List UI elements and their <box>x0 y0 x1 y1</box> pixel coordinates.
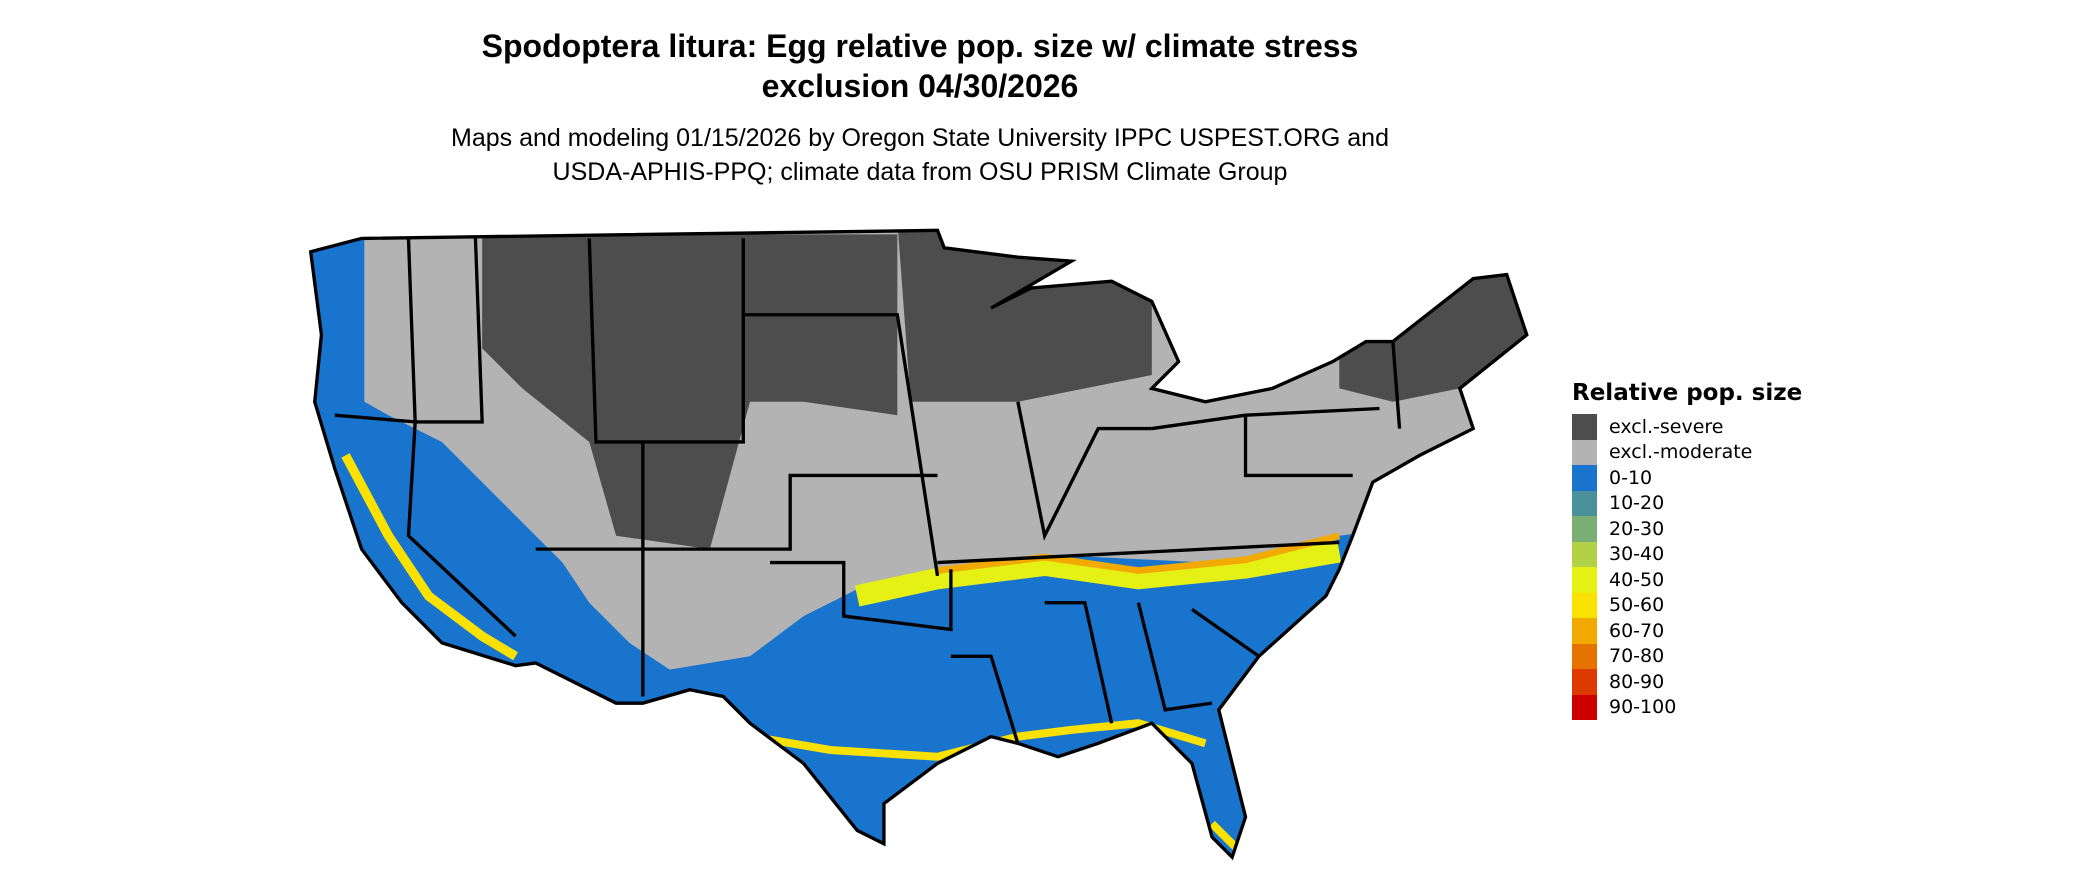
legend-item: 80-90 <box>1572 669 1802 695</box>
legend-swatch <box>1572 643 1597 669</box>
legend-swatch <box>1572 490 1597 516</box>
legend-swatch <box>1572 592 1597 618</box>
band-40-50 <box>854 541 1342 607</box>
legend-item: 40-50 <box>1572 567 1802 593</box>
legend-label: 30-40 <box>1609 543 1665 566</box>
legend-label: excl.-severe <box>1609 415 1724 438</box>
legend: Relative pop. size excl.-severe excl.-mod… <box>1572 380 1802 720</box>
legend-label: 70-80 <box>1609 645 1665 668</box>
legend-swatch <box>1572 669 1597 695</box>
legend-item: excl.-severe <box>1572 414 1802 440</box>
legend-item: 0-10 <box>1572 465 1802 491</box>
subtitle-line1: Maps and modeling 01/15/2026 by Oregon S… <box>451 124 1389 152</box>
region-excl-severe <box>1339 261 1527 402</box>
legend-item: excl.-moderate <box>1572 439 1802 465</box>
legend-label: 80-90 <box>1609 670 1665 693</box>
region-excl-severe <box>897 230 1152 402</box>
band-50-60 <box>341 453 519 661</box>
legend-title: Relative pop. size <box>1572 380 1803 406</box>
legend-label: excl.-moderate <box>1609 441 1753 464</box>
state-borders <box>309 228 1529 859</box>
legend-swatch <box>1572 567 1597 593</box>
legend-swatch <box>1572 465 1597 491</box>
legend-label: 0-10 <box>1609 466 1653 489</box>
legend-item: 90-100 <box>1572 694 1802 720</box>
legend-swatch <box>1572 541 1597 567</box>
band-50-60 <box>735 719 1207 761</box>
map-title-line1: Spodoptera litura: Egg relative pop. siz… <box>481 28 1359 64</box>
legend-item: 50-60 <box>1572 592 1802 618</box>
legend-swatch <box>1572 516 1597 542</box>
legend-swatch <box>1572 618 1597 644</box>
legend-swatch <box>1572 414 1597 440</box>
band-60-70 <box>937 532 1341 574</box>
legend-item: 30-40 <box>1572 541 1802 567</box>
legend-swatch <box>1572 694 1597 720</box>
legend-item: 20-30 <box>1572 516 1802 542</box>
legend-label: 10-20 <box>1609 492 1665 515</box>
legend-label: 40-50 <box>1609 568 1665 591</box>
legend-item: 10-20 <box>1572 490 1802 516</box>
legend-item: 60-70 <box>1572 618 1802 644</box>
legend-label: 60-70 <box>1609 619 1665 642</box>
legend-label: 90-100 <box>1609 696 1677 719</box>
legend-label: 50-60 <box>1609 594 1665 617</box>
legend-swatch <box>1572 439 1597 465</box>
map-title-line2: exclusion 04/30/2026 <box>761 68 1079 104</box>
subtitle-line2: USDA-APHIS-PPQ; climate data from OSU PR… <box>552 158 1288 186</box>
legend-label: 20-30 <box>1609 517 1665 540</box>
legend-item: 70-80 <box>1572 643 1802 669</box>
